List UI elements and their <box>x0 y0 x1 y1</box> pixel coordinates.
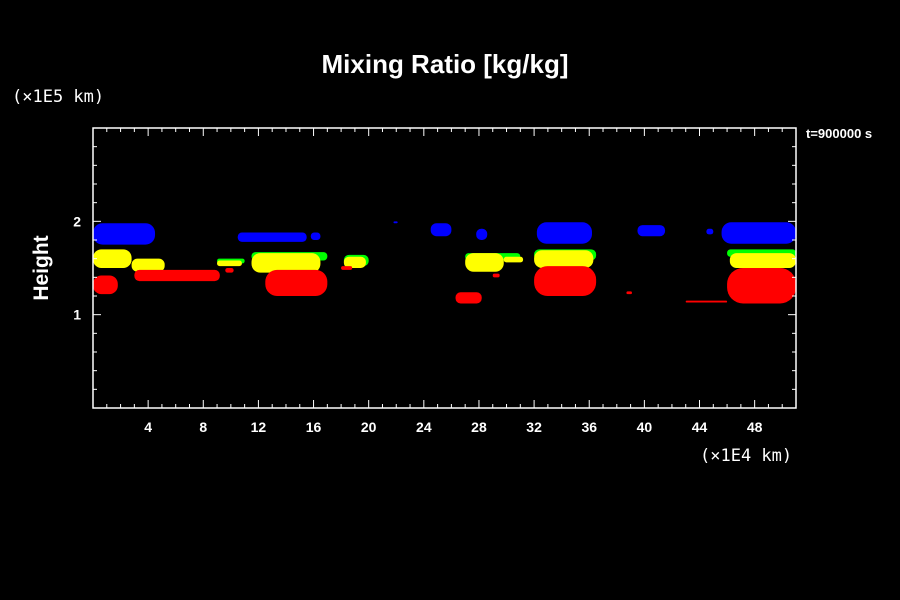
contour-region-3-9 <box>685 300 728 303</box>
y-unit-label: (×1E5 km) <box>12 87 104 107</box>
chart-title: Mixing Ratio [kg/kg] <box>322 49 569 79</box>
contour-region-3-7 <box>534 266 597 296</box>
contour-region-3-10 <box>727 268 796 304</box>
contour-region-3-2 <box>225 268 234 273</box>
x-tick-label-36: 36 <box>581 419 597 435</box>
contour-region-0-2 <box>310 232 321 240</box>
contour-region-0-5 <box>476 228 488 240</box>
x-tick-label-12: 12 <box>251 419 267 435</box>
contour-region-0-7 <box>637 225 666 237</box>
contour-region-0-4 <box>430 223 452 237</box>
y-axis-label: Height <box>30 235 53 300</box>
x-tick-label-4: 4 <box>144 419 152 435</box>
y-tick-label-1: 1 <box>73 307 81 323</box>
contour-region-3-8 <box>626 291 632 295</box>
contour-region-2-4 <box>343 256 366 268</box>
contour-region-3-0 <box>93 275 118 295</box>
x-tick-label-8: 8 <box>199 419 207 435</box>
contour-region-0-8 <box>706 228 714 235</box>
contour-region-2-3 <box>251 253 321 273</box>
x-unit-label: (×1E4 km) <box>700 446 792 466</box>
x-tick-label-40: 40 <box>637 419 653 435</box>
contour-region-2-7 <box>534 250 594 268</box>
x-tick-label-44: 44 <box>692 419 708 435</box>
x-tick-label-16: 16 <box>306 419 322 435</box>
contour-region-2-8 <box>729 253 796 268</box>
x-tick-label-20: 20 <box>361 419 377 435</box>
y-tick-label-2: 2 <box>73 213 81 229</box>
contour-region-0-0 <box>93 223 156 245</box>
plot-frame <box>92 127 797 409</box>
x-tick-label-28: 28 <box>471 419 487 435</box>
axis-ticks <box>93 128 796 408</box>
plot-regions <box>93 221 796 304</box>
x-tick-label-32: 32 <box>526 419 542 435</box>
x-tick-label-24: 24 <box>416 419 432 435</box>
contour-region-2-6 <box>503 256 524 263</box>
contour-region-3-6 <box>492 273 500 278</box>
contour-region-0-1 <box>237 232 307 242</box>
contour-region-2-5 <box>465 253 504 272</box>
contour-region-0-9 <box>721 222 796 244</box>
contour-region-3-4 <box>341 266 353 270</box>
contour-region-2-0 <box>93 249 132 268</box>
contour-region-3-5 <box>455 292 482 304</box>
contour-region-2-2 <box>217 260 242 267</box>
contour-region-0-3 <box>393 221 398 224</box>
time-label: t=900000 s <box>806 126 872 141</box>
contour-region-0-6 <box>536 222 592 244</box>
contour-region-3-3 <box>265 269 328 296</box>
contour-region-2-1 <box>131 258 165 272</box>
contour-region-3-1 <box>134 269 220 282</box>
x-tick-label-48: 48 <box>747 419 763 435</box>
